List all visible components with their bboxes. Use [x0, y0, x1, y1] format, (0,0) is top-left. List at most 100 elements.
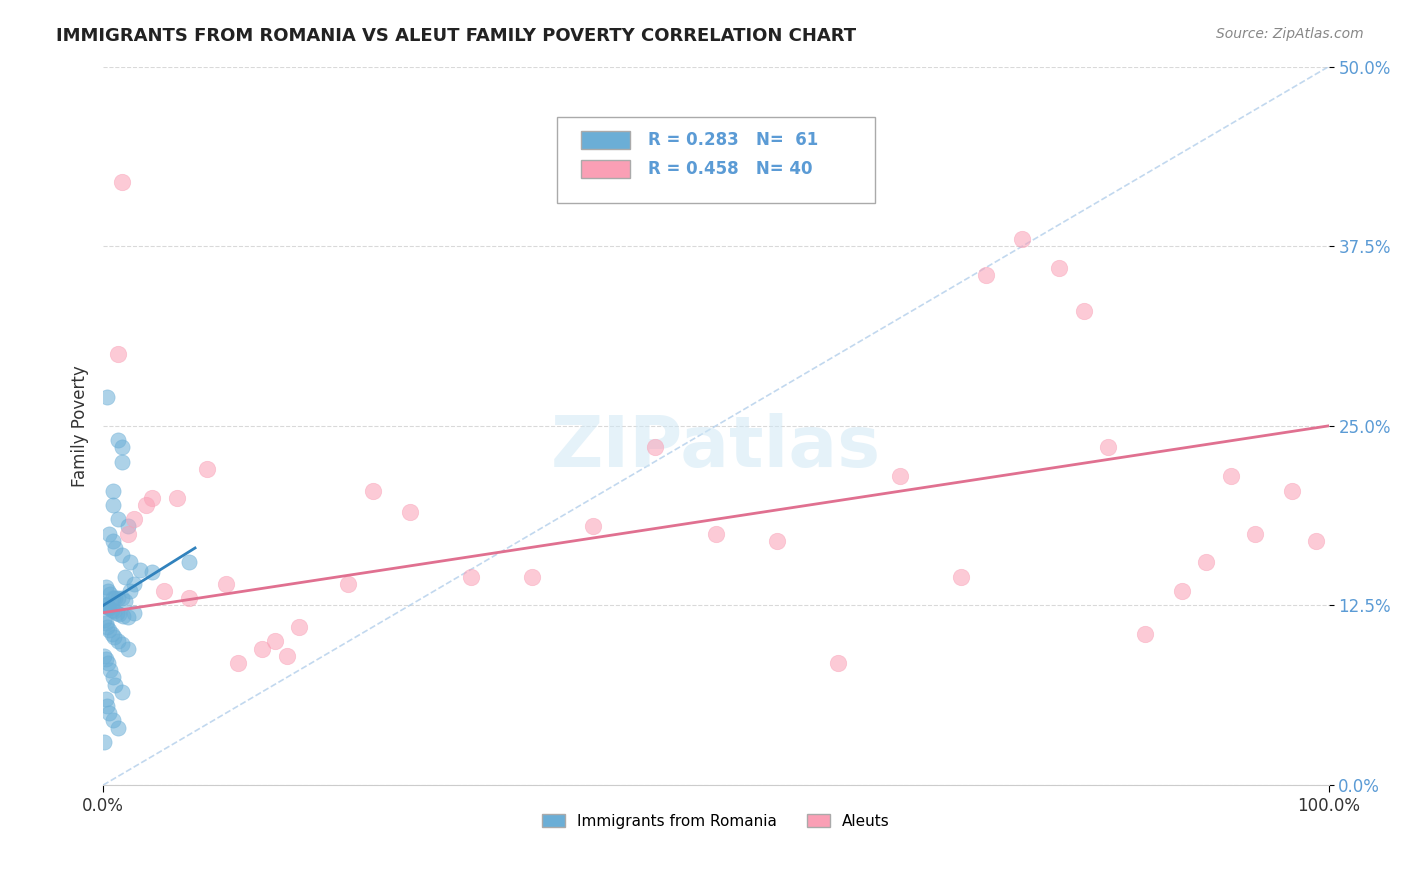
Text: Source: ZipAtlas.com: Source: ZipAtlas.com — [1216, 27, 1364, 41]
Immigrants from Romania — [96, 599, 118, 613]
Aleuts — [1047, 260, 1070, 275]
Immigrants from Romania — [94, 615, 117, 630]
Immigrants from Romania — [96, 390, 118, 404]
Immigrants from Romania — [97, 599, 120, 614]
Immigrants from Romania — [94, 651, 117, 665]
Legend: Immigrants from Romania, Aleuts: Immigrants from Romania, Aleuts — [536, 807, 896, 835]
Aleuts — [1133, 627, 1156, 641]
Aleuts — [766, 533, 789, 548]
Immigrants from Romania — [98, 706, 121, 721]
Immigrants from Romania — [94, 580, 117, 594]
Immigrants from Romania — [111, 608, 134, 623]
Aleuts — [1219, 469, 1241, 483]
Immigrants from Romania — [107, 591, 129, 606]
Immigrants from Romania — [122, 606, 145, 620]
Immigrants from Romania — [107, 512, 129, 526]
Immigrants from Romania — [105, 606, 128, 620]
Immigrants from Romania — [94, 691, 117, 706]
Aleuts — [704, 526, 727, 541]
Aleuts — [889, 469, 911, 483]
FancyBboxPatch shape — [581, 160, 630, 178]
Immigrants from Romania — [141, 566, 163, 580]
Immigrants from Romania — [100, 603, 122, 617]
Immigrants from Romania — [101, 714, 124, 728]
Immigrants from Romania — [93, 735, 115, 749]
Immigrants from Romania — [93, 613, 115, 627]
Immigrants from Romania — [100, 627, 122, 641]
Aleuts — [215, 577, 238, 591]
Immigrants from Romania — [98, 526, 121, 541]
Aleuts — [1097, 441, 1119, 455]
Immigrants from Romania — [117, 519, 139, 533]
Aleuts — [276, 648, 298, 663]
Immigrants from Romania — [110, 684, 132, 698]
Immigrants from Romania — [94, 599, 117, 613]
Immigrants from Romania — [120, 584, 142, 599]
Aleuts — [135, 498, 157, 512]
Immigrants from Romania — [122, 577, 145, 591]
Aleuts — [195, 462, 218, 476]
Immigrants from Romania — [96, 620, 118, 634]
Immigrants from Romania — [104, 677, 127, 691]
Immigrants from Romania — [128, 563, 150, 577]
Aleuts — [252, 641, 274, 656]
Immigrants from Romania — [101, 591, 124, 606]
Aleuts — [361, 483, 384, 498]
Immigrants from Romania — [110, 441, 132, 455]
Immigrants from Romania — [103, 604, 125, 618]
Immigrants from Romania — [93, 648, 115, 663]
Immigrants from Romania — [177, 555, 200, 569]
Immigrants from Romania — [110, 637, 132, 651]
Immigrants from Romania — [93, 599, 115, 613]
Text: R = 0.458   N= 40: R = 0.458 N= 40 — [648, 160, 813, 178]
Immigrants from Romania — [96, 699, 118, 714]
Immigrants from Romania — [117, 641, 139, 656]
Immigrants from Romania — [100, 663, 122, 677]
Immigrants from Romania — [108, 607, 131, 621]
Y-axis label: Family Poverty: Family Poverty — [72, 365, 89, 487]
Aleuts — [827, 656, 849, 670]
Immigrants from Romania — [110, 455, 132, 469]
Aleuts — [1244, 526, 1267, 541]
Aleuts — [949, 570, 972, 584]
Aleuts — [644, 441, 666, 455]
Text: IMMIGRANTS FROM ROMANIA VS ALEUT FAMILY POVERTY CORRELATION CHART: IMMIGRANTS FROM ROMANIA VS ALEUT FAMILY … — [56, 27, 856, 45]
Aleuts — [107, 347, 129, 361]
Immigrants from Romania — [100, 587, 122, 601]
Immigrants from Romania — [101, 483, 124, 498]
Immigrants from Romania — [98, 623, 121, 637]
Aleuts — [117, 526, 139, 541]
Immigrants from Romania — [101, 498, 124, 512]
Immigrants from Romania — [117, 610, 139, 624]
Immigrants from Romania — [107, 721, 129, 735]
Immigrants from Romania — [114, 570, 136, 584]
Immigrants from Romania — [107, 634, 129, 648]
Aleuts — [520, 570, 543, 584]
Aleuts — [110, 175, 132, 189]
FancyBboxPatch shape — [557, 117, 875, 203]
Text: R = 0.283   N=  61: R = 0.283 N= 61 — [648, 131, 818, 149]
Aleuts — [398, 505, 420, 519]
Aleuts — [288, 620, 311, 634]
Immigrants from Romania — [110, 591, 132, 606]
Text: ZIPatlas: ZIPatlas — [551, 413, 882, 482]
Immigrants from Romania — [101, 670, 124, 684]
FancyBboxPatch shape — [581, 131, 630, 149]
Aleuts — [460, 570, 482, 584]
Immigrants from Romania — [104, 541, 127, 555]
Immigrants from Romania — [97, 584, 120, 599]
Aleuts — [177, 591, 200, 606]
Aleuts — [1305, 533, 1327, 548]
Aleuts — [1073, 304, 1095, 318]
Immigrants from Romania — [104, 591, 127, 606]
Immigrants from Romania — [120, 555, 142, 569]
Immigrants from Romania — [103, 630, 125, 644]
Aleuts — [263, 634, 285, 648]
Aleuts — [153, 584, 176, 599]
Immigrants from Romania — [98, 601, 121, 615]
Immigrants from Romania — [101, 533, 124, 548]
Aleuts — [1281, 483, 1303, 498]
Aleuts — [141, 491, 163, 505]
Aleuts — [122, 512, 145, 526]
Immigrants from Romania — [107, 434, 129, 448]
